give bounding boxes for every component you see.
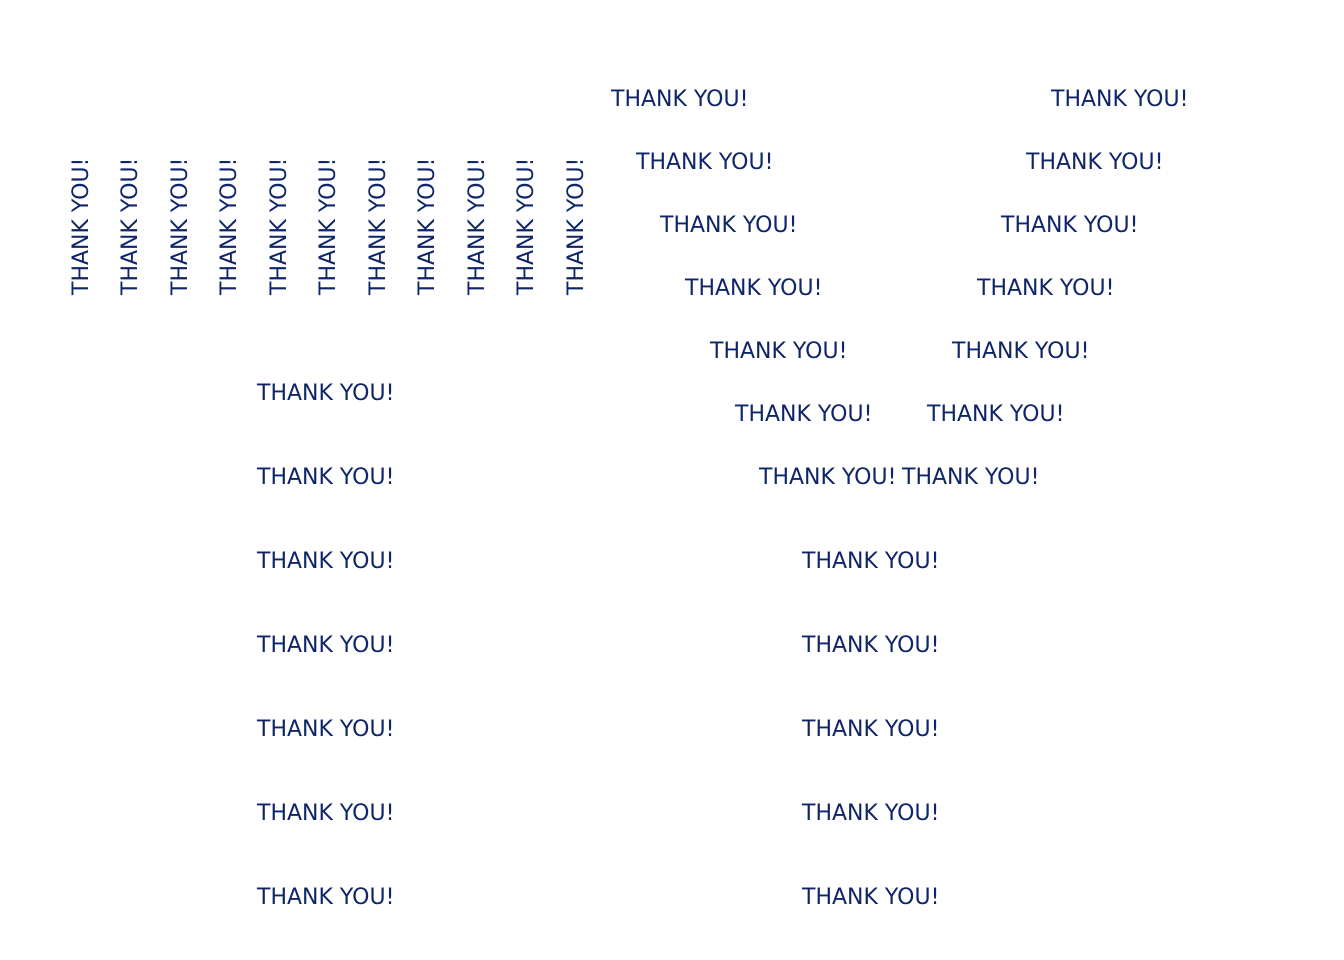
vertical-thank-you: THANK YOU! — [564, 157, 589, 295]
v-right-arm-thank-you: THANK YOU! — [927, 402, 1065, 427]
vertical-thank-you: THANK YOU! — [316, 157, 341, 295]
vertical-thank-you: THANK YOU! — [168, 157, 193, 295]
vertical-thank-you: THANK YOU! — [118, 157, 143, 295]
left-column-thank-you: THANK YOU! — [257, 633, 395, 658]
v-stem-thank-you: THANK YOU! — [802, 885, 940, 910]
v-left-arm-thank-you: THANK YOU! — [636, 150, 774, 175]
vertical-thank-you: THANK YOU! — [267, 157, 292, 295]
left-column-thank-you: THANK YOU! — [257, 717, 395, 742]
v-left-arm-thank-you: THANK YOU! — [710, 339, 848, 364]
vertical-thank-you: THANK YOU! — [415, 157, 440, 295]
v-right-arm-thank-you: THANK YOU! — [952, 339, 1090, 364]
v-stem-thank-you: THANK YOU! — [802, 801, 940, 826]
left-column-thank-you: THANK YOU! — [257, 381, 395, 406]
v-right-arm-thank-you: THANK YOU! — [1026, 150, 1164, 175]
v-right-arm-thank-you: THANK YOU! — [977, 276, 1115, 301]
left-column-thank-you: THANK YOU! — [257, 801, 395, 826]
v-right-arm-thank-you: THANK YOU! — [902, 465, 1040, 490]
vertical-thank-you: THANK YOU! — [465, 157, 490, 295]
v-left-arm-thank-you: THANK YOU! — [660, 213, 798, 238]
v-right-arm-thank-you: THANK YOU! — [1001, 213, 1139, 238]
vertical-thank-you: THANK YOU! — [217, 157, 242, 295]
v-stem-thank-you: THANK YOU! — [802, 717, 940, 742]
left-column-thank-you: THANK YOU! — [257, 465, 395, 490]
v-stem-thank-you: THANK YOU! — [802, 549, 940, 574]
vertical-thank-you: THANK YOU! — [366, 157, 391, 295]
left-column-thank-you: THANK YOU! — [257, 549, 395, 574]
v-stem-thank-you: THANK YOU! — [802, 633, 940, 658]
vertical-thank-you: THANK YOU! — [69, 157, 94, 295]
v-left-arm-thank-you: THANK YOU! — [611, 87, 749, 112]
left-column-thank-you: THANK YOU! — [257, 885, 395, 910]
v-left-arm-thank-you: THANK YOU! — [735, 402, 873, 427]
v-left-arm-thank-you: THANK YOU! — [759, 465, 897, 490]
v-left-arm-thank-you: THANK YOU! — [685, 276, 823, 301]
vertical-thank-you: THANK YOU! — [514, 157, 539, 295]
v-right-arm-thank-you: THANK YOU! — [1051, 87, 1189, 112]
